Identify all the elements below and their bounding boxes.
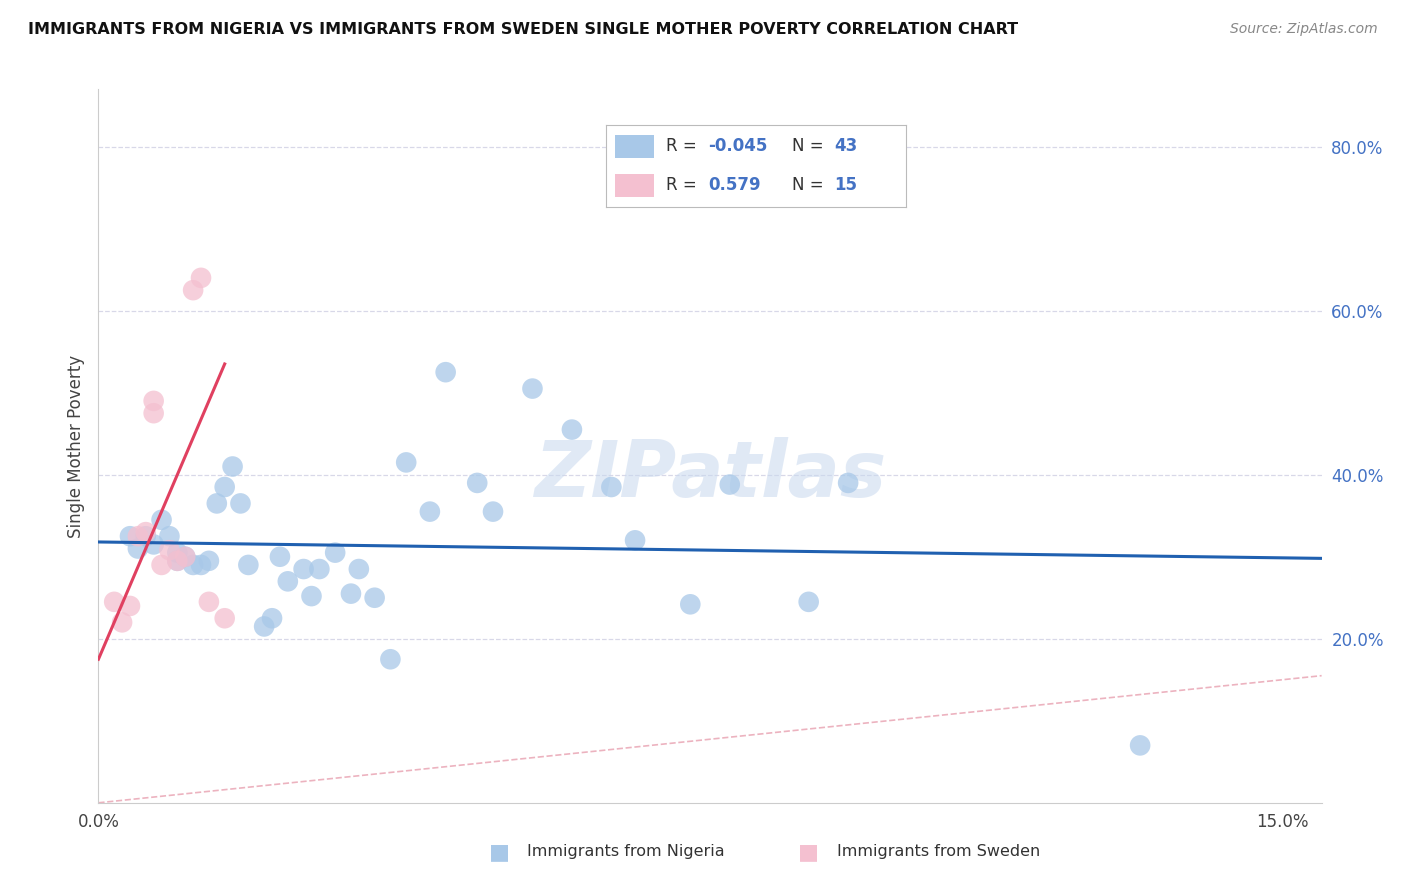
Text: IMMIGRANTS FROM NIGERIA VS IMMIGRANTS FROM SWEDEN SINGLE MOTHER POVERTY CORRELAT: IMMIGRANTS FROM NIGERIA VS IMMIGRANTS FR… [28, 22, 1018, 37]
Point [253, 619, 276, 633]
Point [166, 546, 188, 560]
Text: R =: R = [666, 136, 702, 155]
Point [419, 505, 441, 519]
Point [174, 549, 197, 564]
Point [277, 574, 299, 589]
Point [482, 505, 505, 519]
Point [150, 513, 173, 527]
Text: R =: R = [666, 177, 702, 194]
Point [190, 558, 212, 572]
Text: 15: 15 [834, 177, 856, 194]
Point [292, 562, 315, 576]
Point [522, 382, 544, 396]
Text: ■: ■ [489, 842, 509, 862]
Point [718, 477, 741, 491]
Point [198, 554, 221, 568]
Text: N =: N = [792, 136, 828, 155]
Point [159, 543, 181, 558]
Point [363, 591, 385, 605]
Point [624, 533, 647, 548]
Text: 0.579: 0.579 [709, 177, 761, 194]
Point [142, 393, 165, 408]
Point [135, 529, 157, 543]
Point [380, 652, 402, 666]
Point [679, 597, 702, 611]
Point [561, 423, 583, 437]
Point [1129, 739, 1152, 753]
FancyBboxPatch shape [614, 174, 654, 197]
Point [190, 270, 212, 285]
Point [181, 283, 204, 297]
Point [166, 554, 188, 568]
Point [229, 496, 252, 510]
Point [205, 496, 228, 510]
Text: 43: 43 [834, 136, 858, 155]
Point [269, 549, 291, 564]
Point [340, 587, 363, 601]
Point [142, 537, 165, 551]
Text: Immigrants from Nigeria: Immigrants from Nigeria [527, 845, 725, 859]
Point [465, 475, 488, 490]
Text: ZIPatlas: ZIPatlas [534, 436, 886, 513]
Point [308, 562, 330, 576]
Point [135, 525, 157, 540]
Text: -0.045: -0.045 [709, 136, 768, 155]
Point [103, 595, 125, 609]
Point [159, 529, 181, 543]
Point [434, 365, 457, 379]
Text: Source: ZipAtlas.com: Source: ZipAtlas.com [1230, 22, 1378, 37]
Point [150, 558, 173, 572]
Point [301, 589, 323, 603]
Point [214, 611, 236, 625]
Point [118, 599, 141, 613]
Point [127, 529, 149, 543]
Point [600, 480, 623, 494]
Point [142, 406, 165, 420]
Point [323, 546, 346, 560]
Point [118, 529, 141, 543]
Y-axis label: Single Mother Poverty: Single Mother Poverty [66, 354, 84, 538]
Point [111, 615, 134, 630]
Point [395, 455, 418, 469]
Point [166, 554, 188, 568]
Point [181, 558, 204, 572]
Point [238, 558, 260, 572]
Point [221, 459, 243, 474]
Point [214, 480, 236, 494]
Text: Immigrants from Sweden: Immigrants from Sweden [837, 845, 1040, 859]
Text: ■: ■ [799, 842, 818, 862]
Point [260, 611, 283, 625]
FancyBboxPatch shape [614, 135, 654, 158]
Text: N =: N = [792, 177, 828, 194]
Point [198, 595, 221, 609]
Point [797, 595, 820, 609]
Point [837, 475, 859, 490]
Point [347, 562, 370, 576]
Point [127, 541, 149, 556]
Point [174, 549, 197, 564]
